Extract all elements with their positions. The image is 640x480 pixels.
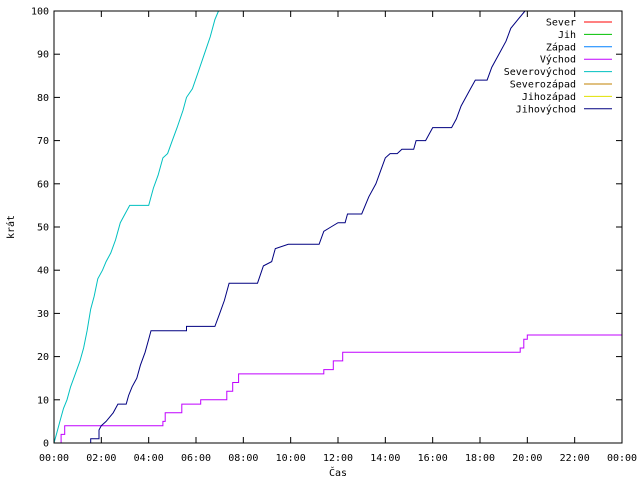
legend-label: Jih <box>558 30 576 41</box>
legend-label: Jihozápad <box>522 91 576 103</box>
x-tick-label: 14:00 <box>370 453 400 464</box>
series-line-7 <box>54 10 526 444</box>
series-layer <box>53 10 622 444</box>
x-tick-label: 00:00 <box>39 453 69 464</box>
legend-label: Severovýchod <box>504 66 576 78</box>
x-tick-label: 06:00 <box>181 453 211 464</box>
y-tick-labels: 0 10 20 30 40 50 60 70 80 90 100 <box>31 7 49 450</box>
legend-label: Sever <box>546 18 576 29</box>
legend-label: Západ <box>546 41 576 53</box>
y-tick-label: 10 <box>37 395 49 406</box>
y-tick-label: 30 <box>37 309 49 320</box>
x-tick-label: 18:00 <box>465 453 495 464</box>
x-tick-label: 08:00 <box>228 453 258 464</box>
y-tick-label: 40 <box>37 266 49 277</box>
x-tick-label: 16:00 <box>418 453 448 464</box>
legend: SeverJihZápadVýchodSeverovýchodSeverozáp… <box>504 18 612 115</box>
x-tick-label: 10:00 <box>276 453 306 464</box>
x-tick-label: 22:00 <box>560 453 590 464</box>
legend-label: Jihovýchod <box>516 103 576 115</box>
y-tick-label: 100 <box>31 7 49 18</box>
y-tick-label: 50 <box>37 223 49 234</box>
x-tick-label: 20:00 <box>512 453 542 464</box>
y-axis-title: krát <box>5 215 17 239</box>
ticks-layer <box>53 10 623 444</box>
y-tick-label: 20 <box>37 352 49 363</box>
y-tick-label: 70 <box>37 136 49 147</box>
series-line-4 <box>53 10 219 444</box>
series-line-3 <box>54 334 622 444</box>
y-tick-label: 90 <box>37 50 49 61</box>
legend-label: Severozápad <box>510 79 576 91</box>
x-tick-label: 02:00 <box>86 453 116 464</box>
y-tick-label: 80 <box>37 93 49 104</box>
x-tick-label: 04:00 <box>134 453 164 464</box>
x-tick-label: 12:00 <box>323 453 353 464</box>
x-tick-labels: 00:00 02:00 04:00 06:00 08:00 10:00 12:00 14:00… <box>39 453 637 464</box>
x-axis-title: Čas <box>329 466 347 479</box>
legend-label: Východ <box>540 54 576 66</box>
y-tick-label: 60 <box>37 179 49 190</box>
x-tick-label: 00:00 <box>607 453 637 464</box>
y-tick-label: 0 <box>43 439 49 450</box>
